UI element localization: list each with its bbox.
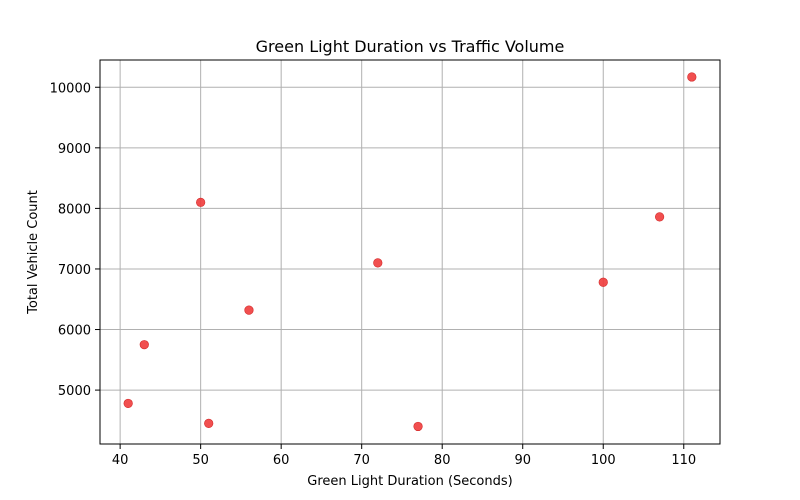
x-tick-label: 60	[273, 453, 290, 468]
y-tick-label: 8000	[58, 202, 91, 217]
x-axis-ticks: 40 50 60 70 80 90 100 110	[112, 444, 696, 468]
x-tick-label: 110	[671, 453, 696, 468]
scatter-point	[598, 277, 608, 287]
y-tick-label: 10000	[50, 81, 91, 96]
x-tick-label: 70	[353, 453, 370, 468]
scatter-point	[204, 418, 214, 429]
scatter-point	[655, 212, 665, 222]
x-tick-label: 50	[192, 453, 209, 468]
scatter-point	[687, 72, 697, 82]
plot-area-frame	[99, 59, 721, 445]
y-tick-label: 5000	[58, 384, 91, 399]
scatter-point	[139, 340, 149, 350]
x-tick-label: 100	[591, 453, 616, 468]
y-axis-ticks: 5000 6000 7000 8000 9000 10000	[50, 81, 100, 399]
scatter-point	[244, 305, 254, 315]
x-axis-label: Green Light Duration (Seconds)	[307, 474, 512, 489]
data-points	[123, 72, 697, 432]
scatter-point	[123, 398, 133, 409]
grid	[100, 60, 720, 444]
scatter-point	[413, 421, 423, 432]
x-tick-label: 90	[514, 453, 531, 468]
x-tick-label: 80	[434, 453, 451, 468]
scatter-point	[373, 258, 383, 268]
scatter-point	[196, 197, 206, 207]
x-tick-label: 40	[112, 453, 129, 468]
y-tick-label: 7000	[58, 263, 91, 278]
y-tick-label: 9000	[58, 142, 91, 157]
y-tick-label: 6000	[58, 324, 91, 339]
chart-title: Green Light Duration vs Traffic Volume	[256, 37, 565, 56]
y-axis-label: Total Vehicle Count	[26, 190, 41, 315]
